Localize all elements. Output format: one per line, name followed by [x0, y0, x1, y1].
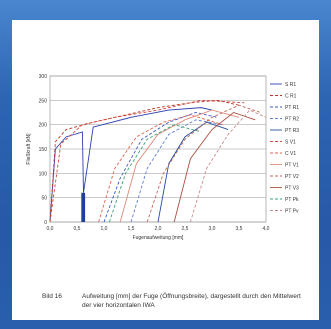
legend-label: PT R2	[285, 117, 299, 123]
caption-text: Aufweitung [mm] der Fuge (Öffnungsbreite…	[82, 293, 301, 309]
document-page: 0 50 100 150 200 250 300 0,0 0,5 1,0 1,5 2,0 2,5 3,0 3…	[12, 20, 319, 320]
bar-mark	[81, 192, 86, 222]
legend-label: S V1	[285, 140, 296, 146]
legend-label: PT R1	[285, 105, 299, 111]
legend-label: PT Pv	[285, 209, 299, 215]
series-line	[49, 99, 245, 223]
series-line	[49, 107, 213, 223]
x-tick-label: 3,0	[209, 226, 216, 232]
series-line	[189, 109, 267, 223]
x-tick-label: 3,5	[236, 226, 243, 232]
x-tick-label: 1,0	[101, 226, 108, 232]
caption-number: Bild 16	[42, 293, 62, 300]
y-tick-label: 250	[39, 98, 48, 104]
x-tick-label: 2,5	[182, 226, 189, 232]
legend-label: PT V3	[285, 186, 299, 192]
series-line	[173, 111, 256, 223]
series-line	[146, 104, 261, 223]
x-tick-label: 0,5	[74, 226, 81, 232]
series-line	[130, 119, 223, 223]
series-line	[98, 114, 223, 223]
series-line	[103, 112, 218, 223]
y-tick-label: 50	[41, 196, 47, 202]
legend-label: PT Pk	[285, 197, 299, 203]
series-line	[157, 121, 229, 223]
y-tick-label: 100	[39, 171, 48, 177]
legend-label: C V1	[285, 151, 296, 157]
x-tick-label: 2,0	[155, 226, 162, 232]
series-line	[108, 124, 202, 223]
y-tick-label: 0	[44, 220, 47, 226]
y-tick-label: 200	[39, 123, 48, 129]
series-line	[119, 109, 240, 223]
legend-label: PT R3	[285, 128, 299, 134]
x-tick-label: 4,0	[263, 226, 270, 232]
x-axis-label: Fugenaufweitung [mm]	[133, 235, 184, 241]
legend-label: PT V2	[285, 174, 299, 180]
x-tick-label: 1,5	[128, 226, 135, 232]
y-tick-label: 300	[39, 74, 48, 80]
legend-label: S R1	[285, 82, 296, 88]
y-axis-label: Fließkraft [kN]	[26, 133, 32, 165]
x-tick-label: 0,0	[47, 226, 54, 232]
line-chart: 0 50 100 150 200 250 300 0,0 0,5 1,0 1,5 2,0 2,5 3,0 3…	[26, 74, 299, 241]
y-tick-label: 150	[39, 147, 48, 153]
legend-label: C R1	[285, 94, 297, 100]
legend-label: PT V1	[285, 163, 299, 169]
